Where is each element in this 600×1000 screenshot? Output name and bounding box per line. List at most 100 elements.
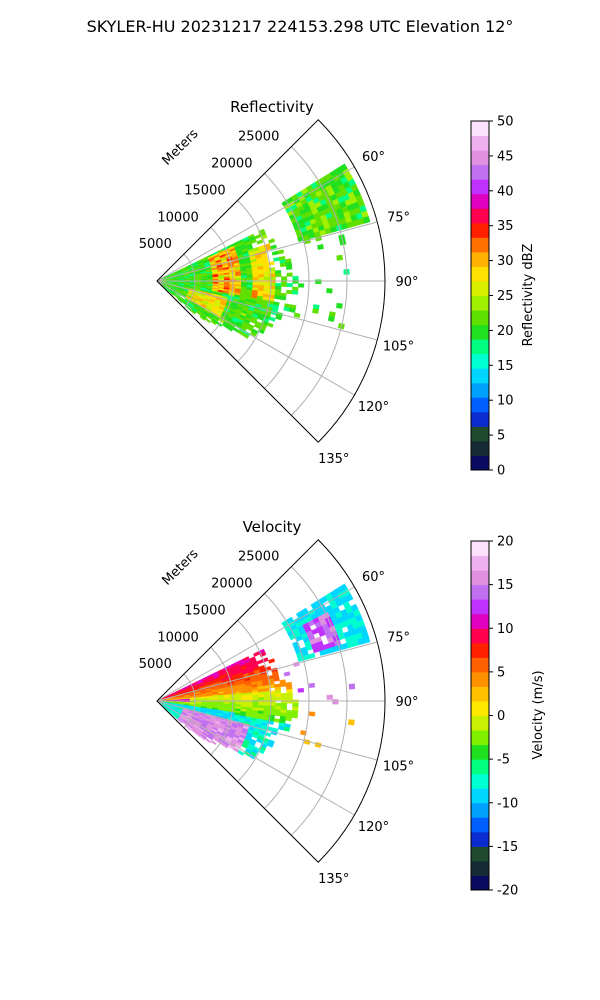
colorbar-segment — [471, 150, 489, 166]
colorbar-segment — [471, 686, 489, 702]
colorbar-segment — [471, 295, 489, 311]
colorbar-segment — [471, 599, 489, 615]
field-cell — [280, 696, 288, 701]
colorbar-segment — [471, 440, 489, 456]
range-tick-label: 10000 — [157, 630, 198, 645]
field-cell — [246, 277, 254, 281]
range-tick-label: 5000 — [139, 657, 172, 672]
field-cell — [312, 308, 319, 314]
field-cell — [286, 692, 293, 697]
field-cell — [285, 265, 293, 270]
colorbar-segment — [471, 339, 489, 355]
field-cell — [204, 317, 211, 324]
colorbar-segment — [471, 642, 489, 658]
azimuth-tick-label: 120° — [358, 820, 389, 835]
field-cell — [315, 279, 322, 285]
field-cell — [279, 682, 287, 688]
colorbar-tick-label: -15 — [497, 840, 518, 855]
range-tick-label: 5000 — [139, 237, 172, 252]
field-cell — [266, 742, 274, 748]
field-cell — [240, 275, 248, 279]
field-cell — [283, 671, 291, 677]
field-cell — [326, 288, 333, 294]
colorbar-segment — [471, 353, 489, 369]
field-cell — [235, 277, 242, 281]
colorbar-segment — [471, 222, 489, 238]
field-cell — [286, 699, 293, 704]
field-cell — [362, 636, 371, 644]
field-cell — [241, 277, 248, 281]
field-cell — [246, 697, 254, 701]
range-tick-label: 15000 — [184, 183, 225, 198]
field-cell — [177, 718, 183, 724]
azimuth-tick-label: 60° — [362, 150, 385, 165]
colorbar-segment — [471, 280, 489, 296]
colorbar-tick-label: 0 — [497, 709, 505, 724]
velocity-range-axis-label: Meters — [160, 546, 202, 588]
colorbar-segment — [471, 628, 489, 644]
field-cell — [283, 726, 291, 732]
colorbar-segment — [471, 613, 489, 629]
field-cell — [263, 696, 271, 701]
field-cell — [263, 276, 271, 281]
colorbar-tick-label: 10 — [497, 394, 514, 409]
field-cell — [252, 694, 259, 698]
field-cell — [223, 278, 231, 281]
reflectivity-grid — [156, 119, 386, 443]
field-cell — [286, 688, 293, 694]
velocity-panel: Velocity 5000 10000 15000 20000 25000 60° 75° 9… — [139, 518, 546, 899]
colorbar-tick-label: 15 — [497, 578, 514, 593]
field-cell — [348, 683, 356, 690]
field-cell — [292, 286, 299, 292]
field-cell — [268, 316, 276, 322]
colorbar-segment — [471, 700, 489, 716]
field-cell — [279, 295, 287, 301]
colorbar-tick-label: 20 — [497, 535, 514, 550]
colorbar-tick-label: 25 — [497, 289, 514, 304]
field-cell — [297, 283, 305, 288]
colorbar-segment — [471, 237, 489, 253]
field-cell — [235, 275, 242, 279]
field-cell — [266, 322, 274, 328]
velocity-title: Velocity — [243, 518, 302, 536]
field-cell — [210, 319, 217, 326]
field-cell — [327, 315, 335, 323]
colorbar-segment — [471, 135, 489, 151]
azimuth-tick-label: 120° — [358, 400, 389, 415]
azimuth-tick-label: 105° — [383, 340, 414, 355]
field-cell — [256, 239, 264, 245]
field-cell — [241, 697, 248, 701]
field-cell — [277, 249, 285, 255]
field-cell — [212, 698, 219, 701]
field-cell — [168, 291, 174, 296]
colorbar-segment — [471, 382, 489, 398]
field-cell — [263, 282, 270, 287]
colorbar-segment — [471, 657, 489, 673]
field-cell — [308, 682, 316, 688]
colorbar-segment — [471, 773, 489, 789]
reflectivity-colorbar: 0 5 10 15 20 25 30 35 40 45 50 — [470, 115, 514, 479]
field-cell — [280, 692, 288, 697]
figure-title: SKYLER-HU 20231217 224153.298 UTC Elevat… — [87, 17, 514, 36]
field-cell — [275, 693, 282, 698]
colorbar-segment — [471, 455, 489, 471]
field-cell — [258, 274, 265, 278]
field-cell — [246, 274, 253, 279]
field-cell — [297, 687, 305, 693]
field-cell — [292, 703, 299, 708]
colorbar-segment — [471, 744, 489, 760]
colorbar-segment — [471, 802, 489, 818]
reflectivity-panel: Reflectivity 5000 10000 15000 20000 25000 60°… — [139, 98, 536, 479]
velocity-colorbar: -20 -15 -10 -5 0 5 10 15 20 — [470, 535, 518, 899]
field-cell — [280, 279, 288, 284]
field-cell — [221, 743, 229, 749]
field-cell — [263, 702, 270, 707]
field-cell — [273, 718, 281, 723]
field-cell — [257, 271, 265, 276]
field-cell — [345, 593, 354, 602]
colorbar-segment — [471, 846, 489, 862]
field-cell — [336, 254, 344, 261]
azimuth-gridline — [156, 280, 378, 341]
colorbar-segment — [471, 730, 489, 746]
reflectivity-field — [160, 163, 371, 339]
